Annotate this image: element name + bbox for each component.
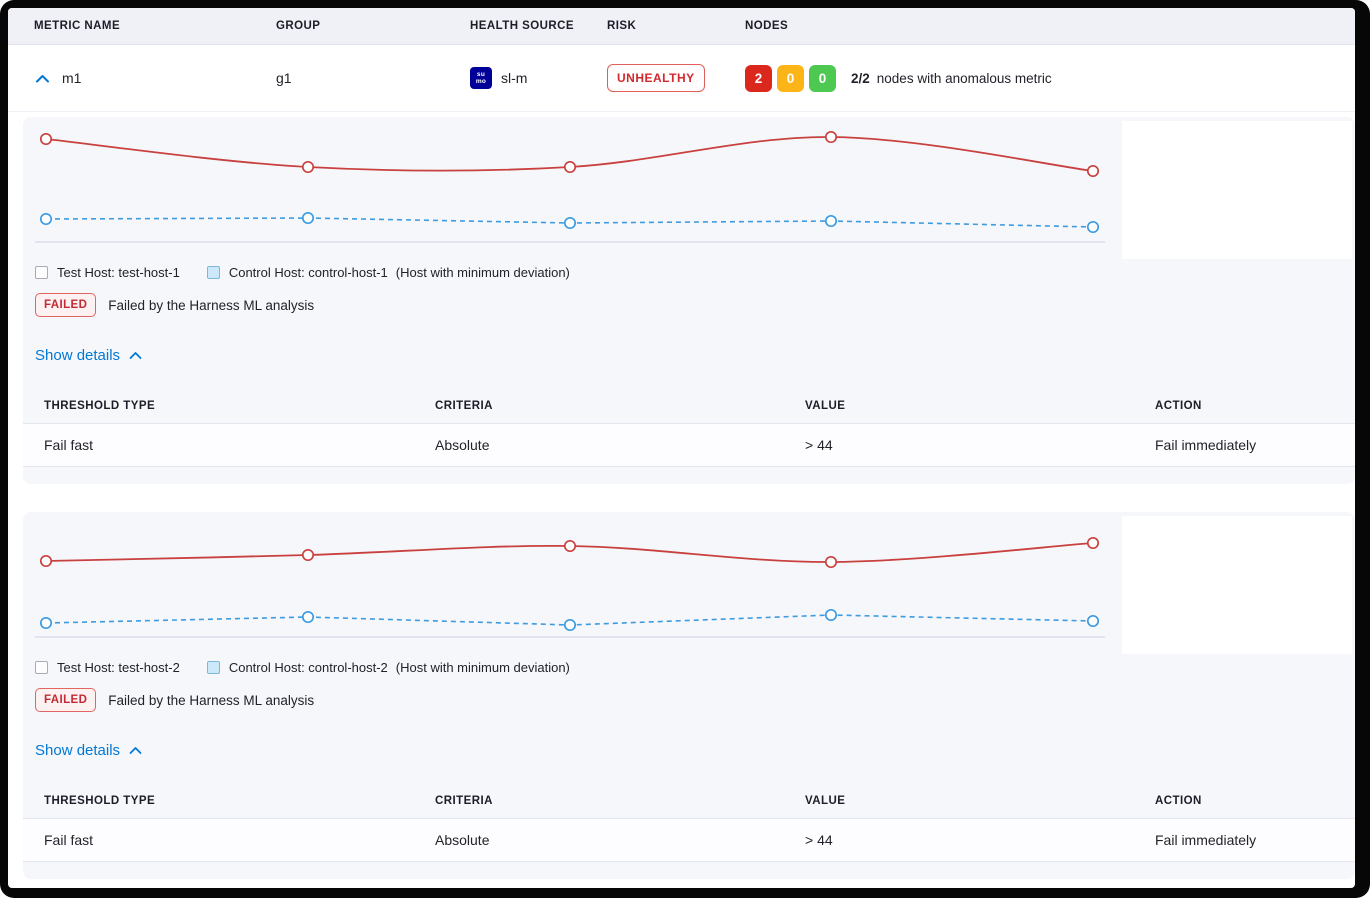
chart-legend-1: Test Host: test-host-1 Control Host: con… (23, 263, 1355, 281)
chevron-up-icon (129, 746, 142, 754)
control-host-checkbox-icon (206, 660, 220, 674)
healthy-nodes-badge: 0 (809, 64, 836, 92)
table-row: Fail fast Absolute > 44 Fail immediately (23, 424, 1355, 467)
thresholds-table-header: THRESHOLD TYPE CRITERIA VALUE ACTION (23, 784, 1355, 819)
value-value: > 44 (805, 437, 833, 453)
collapse-row-button[interactable] (34, 70, 50, 86)
chevron-up-icon (35, 74, 49, 82)
line-chart-1 (35, 130, 1105, 243)
failed-status-badge: FAILED (35, 293, 97, 317)
threshold-type-value: Fail fast (44, 832, 94, 848)
minimum-deviation-note: (Host with minimum deviation) (395, 264, 570, 280)
thresholds-table-1: THRESHOLD TYPE CRITERIA VALUE ACTION Fai… (23, 389, 1355, 467)
chart-legend-2: Test Host: test-host-2 Control Host: con… (23, 658, 1355, 676)
sumo-logic-icon: su mo (470, 67, 492, 89)
legend-item-test-host-1[interactable]: Test Host: test-host-1 (35, 265, 180, 280)
metric-row-m1: m1 g1 su mo sl-m UNHEALTHY 2 0 0 2/2 node… (8, 45, 1355, 112)
nodes-ratio: 2/2 (851, 70, 870, 86)
criteria-value: Absolute (435, 437, 490, 453)
action-value: Fail immediately (1155, 832, 1257, 848)
test-host-checkbox-icon (35, 660, 48, 674)
analysis-reason-text: Failed by the Harness ML analysis (108, 692, 315, 708)
health-source-cell: su mo sl-m (470, 67, 607, 89)
warning-nodes-badge: 0 (777, 64, 804, 92)
nodes-summary: 2/2 nodes with anomalous metric (851, 71, 1052, 86)
legend-item-control-host-2[interactable]: Control Host: control-host-2 (206, 660, 388, 675)
minimum-deviation-note: (Host with minimum deviation) (395, 659, 570, 675)
analysis-reason-text: Failed by the Harness ML analysis (108, 297, 315, 313)
column-header-group: GROUP (276, 20, 321, 32)
table-row: Fail fast Absolute > 44 Fail immediately (23, 819, 1355, 862)
metric-name: m1 (62, 70, 82, 86)
criteria-value: Absolute (435, 832, 490, 848)
column-header-risk: RISK (607, 20, 637, 32)
column-header-metric-name: METRIC NAME (34, 20, 121, 32)
show-details-link-1[interactable]: Show details (35, 345, 142, 365)
line-chart-2 (35, 536, 1105, 638)
column-header-health-source: HEALTH SOURCE (470, 20, 575, 32)
failed-nodes-badge: 2 (745, 64, 772, 92)
nodes-summary-text: nodes with anomalous metric (876, 70, 1052, 86)
host-analysis-panel-2: Test Host: test-host-2 Control Host: con… (23, 512, 1355, 879)
host-analysis-panel-1: Test Host: test-host-1 Control Host: con… (23, 117, 1355, 484)
legend-item-test-host-2[interactable]: Test Host: test-host-2 (35, 660, 180, 675)
column-header-nodes: NODES (745, 20, 789, 32)
test-host-checkbox-icon (35, 265, 48, 279)
group-name: g1 (276, 70, 292, 86)
analysis-status-row-1: FAILED Failed by the Harness ML analysis (35, 292, 1355, 318)
thresholds-table-2: THRESHOLD TYPE CRITERIA VALUE ACTION Fai… (23, 784, 1355, 862)
control-host-checkbox-icon (206, 265, 220, 279)
risk-status-badge: UNHEALTHY (607, 64, 705, 92)
timeseries-chart-1 (23, 117, 1355, 263)
show-details-link-2[interactable]: Show details (35, 740, 142, 760)
metrics-table-header: METRIC NAME GROUP HEALTH SOURCE RISK NOD… (8, 8, 1355, 45)
legend-item-control-host-1[interactable]: Control Host: control-host-1 (206, 265, 388, 280)
chart-empty-region-2 (1122, 516, 1352, 654)
verification-metrics-page: METRIC NAME GROUP HEALTH SOURCE RISK NOD… (8, 8, 1355, 888)
nodes-cell: 2 0 0 2/2 nodes with anomalous metric (745, 64, 1355, 92)
thresholds-table-header: THRESHOLD TYPE CRITERIA VALUE ACTION (23, 389, 1355, 424)
action-value: Fail immediately (1155, 437, 1257, 453)
value-value: > 44 (805, 832, 833, 848)
chart-empty-region-1 (1122, 121, 1352, 259)
chevron-up-icon (129, 351, 142, 359)
threshold-type-value: Fail fast (44, 437, 94, 453)
timeseries-chart-2 (23, 512, 1355, 658)
analysis-status-row-2: FAILED Failed by the Harness ML analysis (35, 687, 1355, 713)
failed-status-badge: FAILED (35, 688, 97, 712)
health-source-name: sl-m (501, 70, 528, 86)
